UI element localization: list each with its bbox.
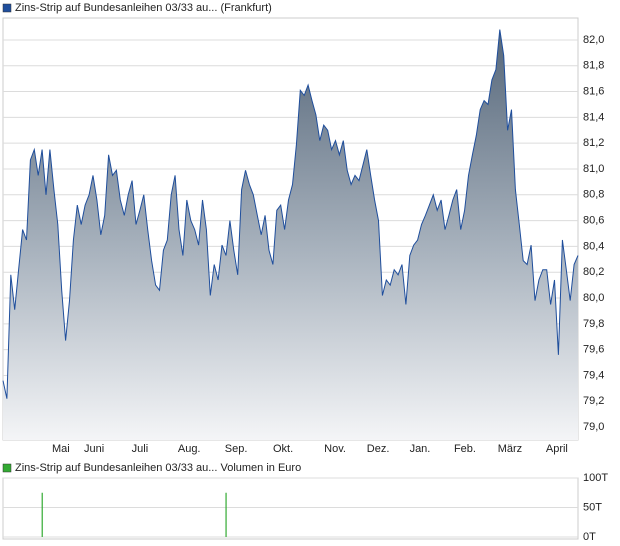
x-tick-label: Feb. — [454, 443, 476, 455]
y-tick-label: 79,0 — [583, 421, 604, 433]
y-tick-label: 50T — [583, 501, 602, 513]
y-tick-label: 79,8 — [583, 318, 604, 330]
x-tick-label: Aug. — [178, 443, 201, 455]
x-tick-label: Mai — [52, 443, 70, 455]
y-tick-label: 100T — [583, 472, 608, 484]
plot-frame — [2, 477, 579, 540]
y-tick-label: 80,4 — [583, 240, 604, 252]
y-tick-label: 80,8 — [583, 189, 604, 201]
x-tick-label: April — [546, 443, 568, 455]
x-tick-label: Jan. — [410, 443, 431, 455]
legend-swatch — [2, 3, 12, 13]
x-tick-label: Dez. — [367, 443, 390, 455]
y-tick-label: 79,4 — [583, 369, 604, 381]
x-tick-label: Sep. — [225, 443, 248, 455]
x-tick-label: Okt. — [273, 443, 293, 455]
y-tick-label: 81,0 — [583, 163, 604, 175]
y-tick-label: 81,4 — [583, 111, 604, 123]
y-tick-label: 79,2 — [583, 395, 604, 407]
y-tick-label: 81,6 — [583, 85, 604, 97]
y-tick-label: 81,8 — [583, 60, 604, 72]
y-tick-label: 79,6 — [583, 344, 604, 356]
area — [3, 29, 578, 440]
legend-label: Zins-Strip auf Bundesanleihen 03/33 au..… — [15, 2, 272, 14]
x-tick-label: Juni — [84, 443, 104, 455]
y-tick-label: 80,2 — [583, 266, 604, 278]
legend-swatch — [2, 463, 12, 473]
y-tick-label: 0T — [583, 531, 596, 543]
volume-bar — [41, 492, 43, 537]
x-tick-label: März — [498, 443, 522, 455]
volume-bar — [225, 492, 227, 537]
y-tick-label: 80,0 — [583, 292, 604, 304]
x-tick-label: Juli — [132, 443, 149, 455]
x-tick-label: Nov. — [324, 443, 346, 455]
y-tick-label: 80,6 — [583, 215, 604, 227]
y-tick-label: 81,2 — [583, 137, 604, 149]
legend-label: Zins-Strip auf Bundesanleihen 03/33 au..… — [15, 462, 301, 474]
price-line — [2, 29, 579, 399]
y-tick-label: 82,0 — [583, 34, 604, 46]
